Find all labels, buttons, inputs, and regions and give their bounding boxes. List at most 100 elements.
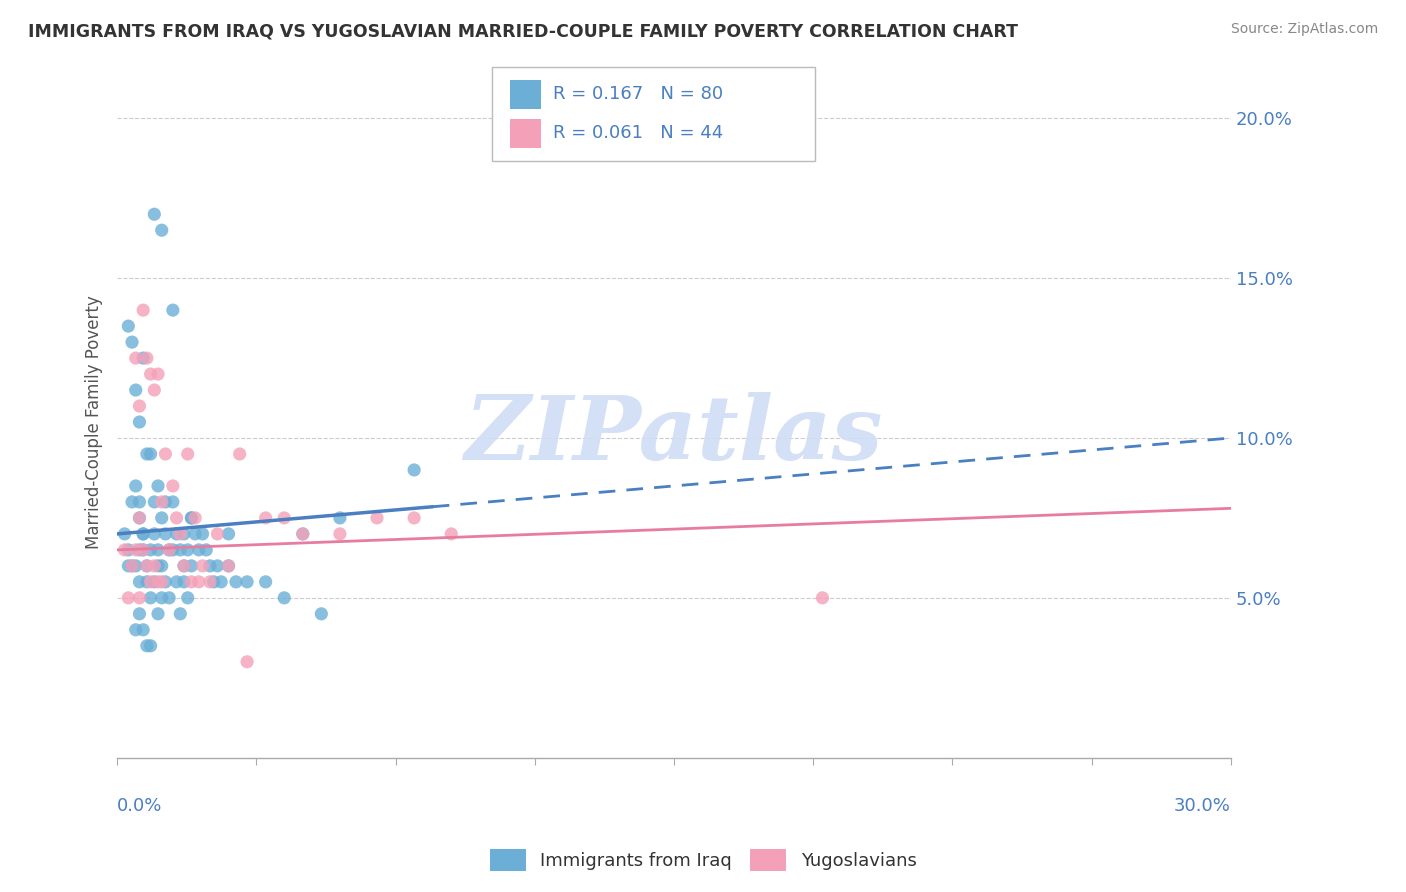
Point <box>187 542 209 557</box>
Point <box>173 574 195 589</box>
Point <box>198 574 221 589</box>
Point <box>128 399 150 413</box>
Point <box>128 542 150 557</box>
Point <box>228 447 250 461</box>
Point <box>225 574 247 589</box>
Point <box>169 607 191 621</box>
Point <box>143 574 166 589</box>
Point <box>114 527 136 541</box>
Point <box>132 623 155 637</box>
Point <box>180 558 202 573</box>
Point <box>218 558 240 573</box>
Point <box>166 574 188 589</box>
Point <box>162 495 184 509</box>
Y-axis label: Married-Couple Family Poverty: Married-Couple Family Poverty <box>86 295 103 549</box>
Point <box>117 319 139 334</box>
Point <box>143 495 166 509</box>
Point <box>236 574 259 589</box>
Point <box>146 479 169 493</box>
Point <box>177 591 200 605</box>
Point <box>132 527 155 541</box>
Point <box>150 223 173 237</box>
Point <box>125 623 148 637</box>
Point <box>404 463 426 477</box>
Point <box>146 607 169 621</box>
Point <box>128 591 150 605</box>
Point <box>180 574 202 589</box>
Text: R = 0.061   N = 44: R = 0.061 N = 44 <box>553 124 723 142</box>
Point <box>329 511 352 525</box>
Point <box>440 527 463 541</box>
Point <box>121 558 143 573</box>
Point <box>143 207 166 221</box>
Point <box>291 527 314 541</box>
Point <box>218 558 240 573</box>
Point <box>162 303 184 318</box>
Legend: Immigrants from Iraq, Yugoslavians: Immigrants from Iraq, Yugoslavians <box>482 842 924 879</box>
Point <box>139 639 162 653</box>
Point <box>114 542 136 557</box>
Point <box>180 511 202 525</box>
Point <box>169 542 191 557</box>
Point <box>173 558 195 573</box>
Point <box>150 558 173 573</box>
Point <box>254 574 277 589</box>
Point <box>125 479 148 493</box>
Point <box>146 542 169 557</box>
Point <box>404 511 426 525</box>
Point <box>135 639 157 653</box>
Point <box>218 527 240 541</box>
Point <box>311 607 333 621</box>
Text: Source: ZipAtlas.com: Source: ZipAtlas.com <box>1230 22 1378 37</box>
Point <box>180 511 202 525</box>
Point <box>139 367 162 381</box>
Point <box>128 607 150 621</box>
Point <box>155 527 177 541</box>
Point <box>146 574 169 589</box>
Point <box>209 574 232 589</box>
Point <box>128 511 150 525</box>
Point <box>150 591 173 605</box>
Point <box>150 511 173 525</box>
Point <box>146 367 169 381</box>
Point <box>117 591 139 605</box>
Point <box>146 558 169 573</box>
Point <box>132 351 155 365</box>
Point <box>128 511 150 525</box>
Point <box>366 511 388 525</box>
Point <box>166 511 188 525</box>
Point <box>254 511 277 525</box>
Point <box>166 527 188 541</box>
Point <box>191 527 214 541</box>
Point <box>202 574 225 589</box>
Point <box>143 383 166 397</box>
Point <box>155 447 177 461</box>
Point <box>273 591 295 605</box>
Point <box>143 527 166 541</box>
Point <box>162 479 184 493</box>
Point <box>139 591 162 605</box>
Point <box>128 415 150 429</box>
Point <box>184 511 207 525</box>
Point <box>150 574 173 589</box>
Point <box>121 335 143 350</box>
Point <box>139 542 162 557</box>
Point <box>173 558 195 573</box>
Point <box>125 383 148 397</box>
Point <box>329 527 352 541</box>
Point <box>117 558 139 573</box>
Point <box>132 542 155 557</box>
Point <box>125 542 148 557</box>
Point <box>125 558 148 573</box>
Point <box>291 527 314 541</box>
Point <box>132 527 155 541</box>
Point <box>173 527 195 541</box>
Text: 0.0%: 0.0% <box>117 797 163 814</box>
Point <box>121 495 143 509</box>
Point <box>135 574 157 589</box>
Text: ZIPatlas: ZIPatlas <box>465 392 883 479</box>
Point <box>162 542 184 557</box>
Point <box>135 558 157 573</box>
Point <box>187 574 209 589</box>
Point <box>177 542 200 557</box>
